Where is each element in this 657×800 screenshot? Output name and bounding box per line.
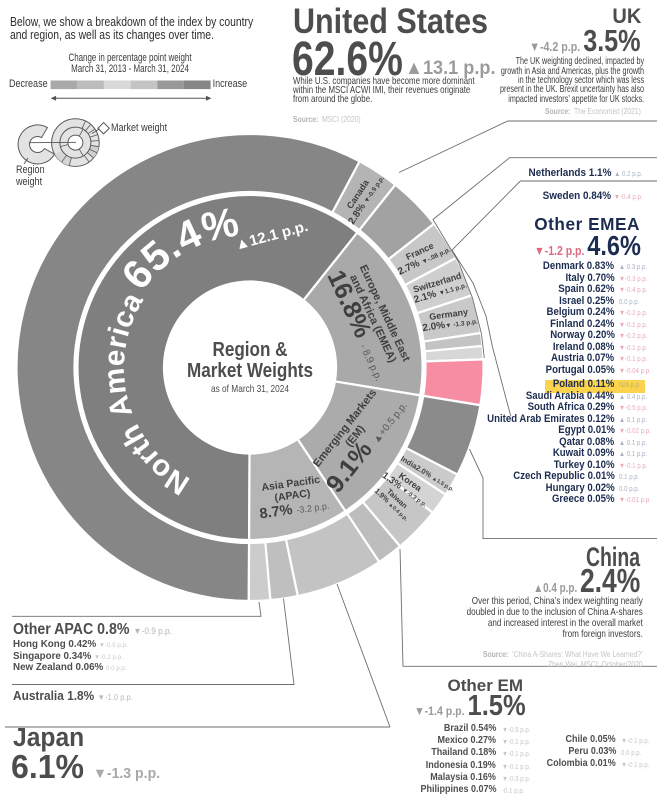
svg-text:(APAC): (APAC) [274, 487, 311, 504]
svg-text:m: m [97, 366, 132, 395]
svg-text:e: e [98, 348, 132, 367]
